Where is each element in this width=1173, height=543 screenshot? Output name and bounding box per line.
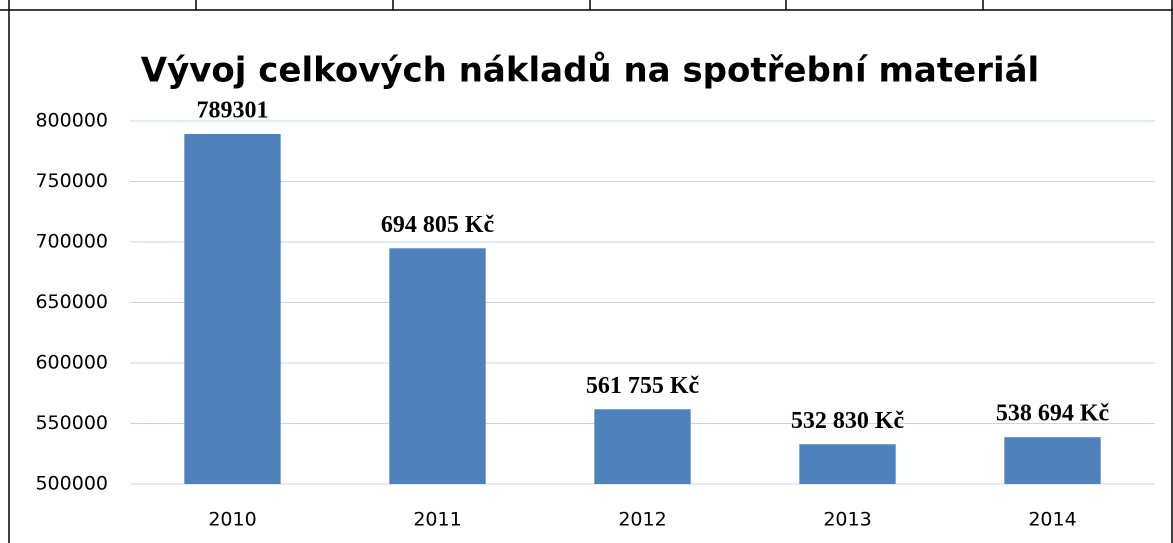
y-tick-label: 700000 [35, 231, 108, 253]
data-label: 532 830 Kč [791, 408, 905, 434]
data-label: 789301 [197, 97, 269, 123]
x-tick-label: 2014 [1028, 509, 1076, 531]
y-tick-label: 550000 [35, 412, 108, 434]
x-tick-label: 2013 [823, 509, 871, 531]
data-label: 694 805 Kč [381, 212, 495, 238]
data-label: 561 755 Kč [586, 373, 700, 399]
bar [594, 409, 691, 484]
bar [184, 133, 281, 484]
y-tick-label: 500000 [35, 473, 108, 495]
y-tick-label: 600000 [35, 352, 108, 374]
bar [389, 248, 486, 484]
data-label: 538 694 Kč [996, 401, 1110, 427]
bar [1004, 437, 1101, 484]
y-tick-label: 800000 [35, 110, 108, 132]
x-tick-label: 2012 [618, 509, 666, 531]
bar [799, 444, 896, 484]
y-tick-label: 650000 [35, 291, 108, 313]
y-tick-label: 750000 [35, 170, 108, 192]
chart-title: Vývoj celkových nákladů na spotřební mat… [141, 51, 1039, 91]
x-tick-label: 2010 [208, 509, 256, 531]
x-tick-label: 2011 [413, 509, 461, 531]
